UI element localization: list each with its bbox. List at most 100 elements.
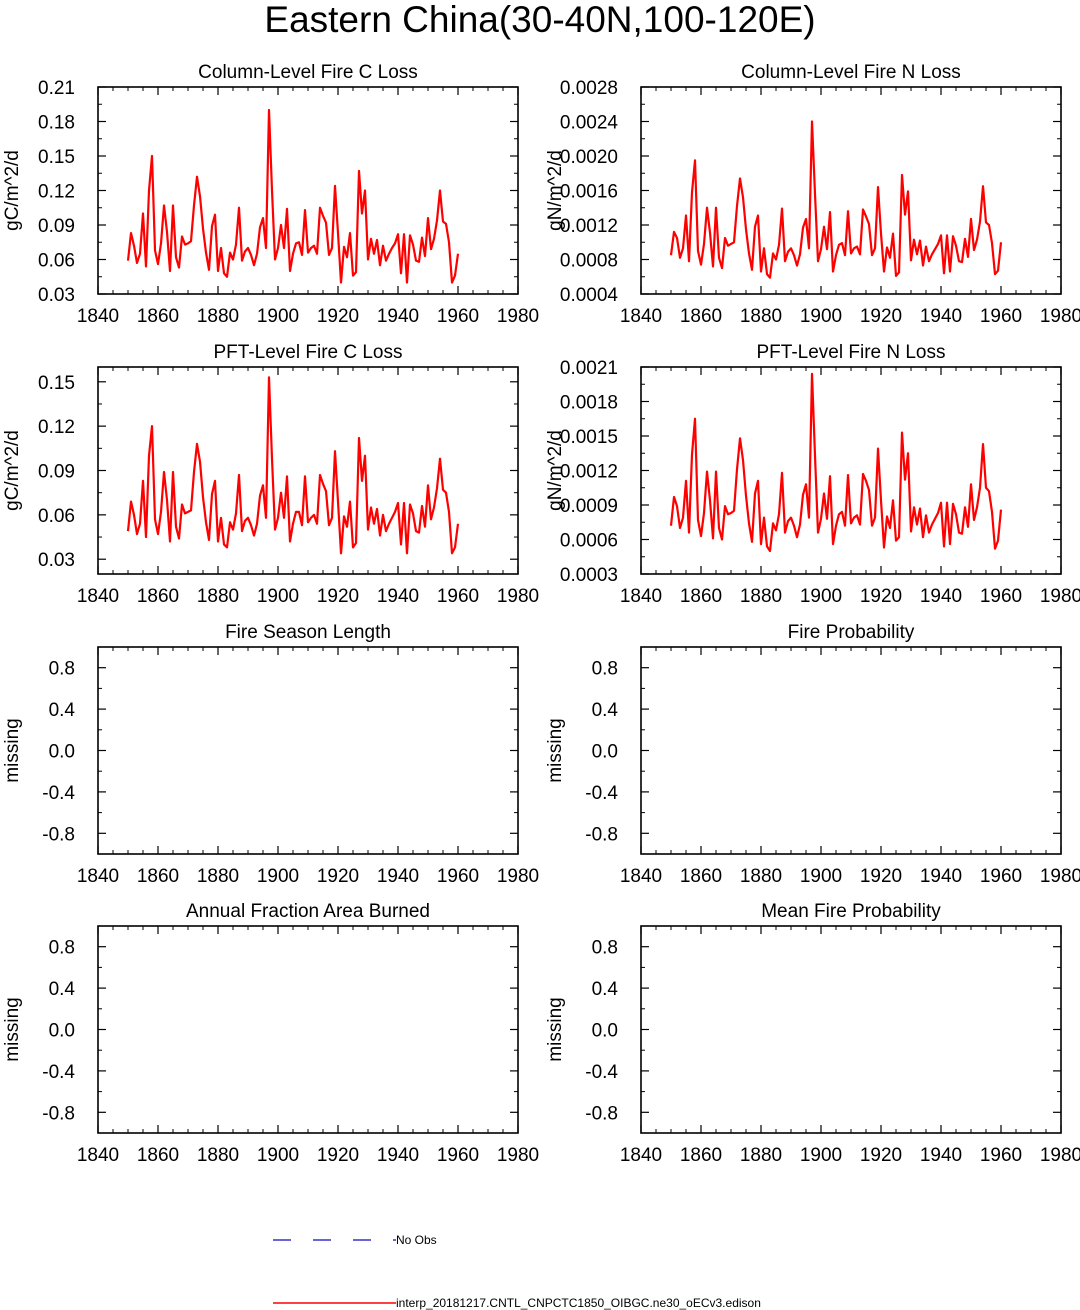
- x-tick-label: 1840: [620, 866, 662, 887]
- y-tick-label: 0.8: [49, 938, 75, 959]
- x-tick-label: 1920: [317, 306, 359, 327]
- y-tick-label: 0.0: [592, 742, 618, 763]
- y-tick-label: 0.12: [38, 182, 75, 203]
- legend-obs-line: [273, 1239, 396, 1241]
- chart-panel-2: Column-Level Fire N Loss gN/m^2/d 1840 1860…: [545, 62, 1080, 327]
- y-tick-label: 0.8: [49, 659, 75, 680]
- plot-frame: [640, 646, 1062, 855]
- x-tick-label: 1920: [317, 1145, 359, 1166]
- chart-title: PFT-Level Fire C Loss: [214, 342, 403, 363]
- y-tick-label: 0.0024: [560, 113, 619, 134]
- chart-panel-7: Annual Fraction Area Burned missing 1840 18…: [2, 901, 539, 1166]
- x-tick-label: 1940: [920, 586, 962, 607]
- x-tick-label: 1840: [77, 866, 119, 887]
- y-tick-label: 0.4: [592, 700, 619, 721]
- plot-frame: [97, 86, 519, 295]
- y-axis-label: gN/m^2/d: [545, 430, 566, 511]
- y-tick-label: 0.0006: [560, 531, 618, 552]
- x-tick-label: 1940: [377, 866, 419, 887]
- y-tick-label: 0.4: [49, 979, 76, 1000]
- series-line-model: [669, 120, 1003, 279]
- y-tick-label: 0.09: [38, 216, 75, 237]
- plot-frame: [640, 925, 1062, 1134]
- x-tick-label: 1940: [920, 1145, 962, 1166]
- x-tick-label: 1980: [497, 866, 539, 887]
- y-tick-label: -0.4: [42, 783, 75, 804]
- chart-title: Mean Fire Probability: [761, 901, 941, 922]
- figure-title: Eastern China(30-40N,100-120E): [264, 0, 816, 40]
- chart-title: Fire Season Length: [225, 622, 391, 643]
- chart-title: PFT-Level Fire N Loss: [757, 342, 946, 363]
- y-tick-label: 0.0: [49, 1021, 75, 1042]
- x-tick-label: 1860: [680, 1145, 722, 1166]
- x-tick-label: 1960: [980, 1145, 1022, 1166]
- y-tick-label: 0.06: [38, 251, 75, 272]
- x-tick-label: 1980: [1040, 866, 1080, 887]
- chart-panel-3: PFT-Level Fire C Loss gC/m^2/d 1840 1860 188…: [2, 342, 539, 607]
- y-tick-label: 0.18: [38, 113, 75, 134]
- x-tick-label: 1880: [740, 586, 782, 607]
- x-tick-label: 1960: [980, 306, 1022, 327]
- x-tick-label: 1980: [497, 1145, 539, 1166]
- x-tick-label: 1900: [800, 1145, 842, 1166]
- y-tick-label: 0.0008: [560, 251, 618, 272]
- y-tick-label: 0.0015: [560, 427, 618, 448]
- x-tick-label: 1920: [860, 866, 902, 887]
- x-tick-label: 1880: [740, 306, 782, 327]
- x-tick-label: 1860: [137, 866, 179, 887]
- chart-panel-4: PFT-Level Fire N Loss gN/m^2/d 1840 1860 188…: [545, 342, 1080, 607]
- chart-title: Fire Probability: [788, 622, 915, 643]
- x-tick-label: 1980: [1040, 586, 1080, 607]
- chart-panel-6: Fire Probability missing 1840 1860 1880 1900 1…: [545, 622, 1080, 887]
- y-tick-label: -0.8: [42, 824, 75, 845]
- y-tick-label: 0.03: [38, 550, 75, 571]
- x-tick-label: 1900: [800, 306, 842, 327]
- x-tick-label: 1980: [1040, 1145, 1080, 1166]
- plot-frame: [640, 366, 1062, 575]
- x-tick-label: 1920: [860, 586, 902, 607]
- x-tick-label: 1860: [680, 866, 722, 887]
- x-tick-label: 1840: [77, 306, 119, 327]
- y-axis-label: missing: [2, 718, 23, 782]
- y-axis-label: gC/m^2/d: [2, 150, 23, 231]
- y-axis-label: missing: [545, 718, 566, 782]
- x-tick-label: 1880: [197, 866, 239, 887]
- x-tick-label: 1860: [137, 586, 179, 607]
- y-tick-label: 0.15: [38, 147, 75, 168]
- x-tick-label: 1840: [620, 306, 662, 327]
- y-tick-label: 0.0020: [560, 147, 618, 168]
- x-tick-label: 1940: [920, 866, 962, 887]
- x-tick-label: 1980: [1040, 306, 1080, 327]
- x-tick-label: 1940: [377, 1145, 419, 1166]
- x-tick-label: 1860: [137, 306, 179, 327]
- y-tick-label: -0.4: [585, 1062, 618, 1083]
- plot-frame: [97, 366, 519, 575]
- y-tick-label: 0.0012: [560, 462, 618, 483]
- y-tick-label: 0.8: [592, 938, 618, 959]
- series-line-model: [669, 372, 1003, 553]
- chart-title: Column-Level Fire C Loss: [198, 62, 418, 83]
- x-tick-label: 1900: [257, 866, 299, 887]
- x-tick-label: 1920: [860, 306, 902, 327]
- x-tick-label: 1900: [257, 306, 299, 327]
- y-tick-label: 0.0021: [560, 358, 618, 379]
- chart-grid: Column-Level Fire C Loss gC/m^2/d 1840 1860…: [2, 62, 1080, 1166]
- y-tick-label: 0.0016: [560, 182, 618, 203]
- x-tick-label: 1880: [740, 1145, 782, 1166]
- y-tick-label: 0.0018: [560, 393, 618, 414]
- y-tick-label: 0.15: [38, 373, 75, 394]
- legend-model-line: [273, 1302, 396, 1304]
- chart-title: Annual Fraction Area Burned: [186, 901, 430, 922]
- x-tick-label: 1900: [257, 586, 299, 607]
- chart-title: Column-Level Fire N Loss: [741, 62, 961, 83]
- chart-panel-5: Fire Season Length missing 1840 1860 1880 190…: [2, 622, 539, 887]
- y-axis-label: gN/m^2/d: [545, 150, 566, 231]
- x-tick-label: 1880: [740, 866, 782, 887]
- x-tick-label: 1880: [197, 1145, 239, 1166]
- x-tick-label: 1860: [680, 586, 722, 607]
- x-tick-label: 1880: [197, 586, 239, 607]
- y-tick-label: 0.0: [49, 742, 75, 763]
- x-tick-label: 1920: [317, 866, 359, 887]
- x-tick-label: 1860: [680, 306, 722, 327]
- x-tick-label: 1920: [317, 586, 359, 607]
